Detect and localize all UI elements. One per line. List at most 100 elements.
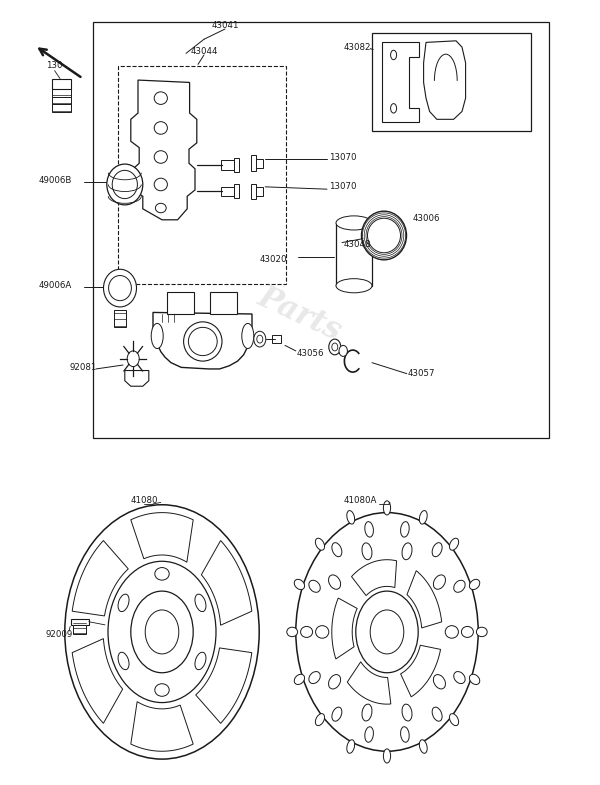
Text: 13070: 13070 bbox=[329, 182, 356, 192]
Text: 49006B: 49006B bbox=[39, 176, 73, 185]
Ellipse shape bbox=[432, 542, 442, 557]
Ellipse shape bbox=[469, 579, 480, 590]
Text: 130: 130 bbox=[46, 60, 63, 70]
Bar bbox=[251, 155, 256, 171]
Ellipse shape bbox=[195, 594, 206, 612]
Ellipse shape bbox=[112, 170, 137, 199]
Ellipse shape bbox=[107, 164, 143, 205]
Ellipse shape bbox=[433, 575, 445, 590]
Polygon shape bbox=[196, 648, 252, 723]
Circle shape bbox=[254, 331, 266, 347]
Polygon shape bbox=[131, 513, 193, 562]
Bar bbox=[234, 184, 239, 198]
Ellipse shape bbox=[294, 579, 305, 590]
Bar bbox=[221, 187, 234, 196]
Ellipse shape bbox=[329, 575, 341, 590]
Bar bbox=[118, 66, 286, 284]
Polygon shape bbox=[401, 645, 440, 697]
Polygon shape bbox=[424, 41, 466, 119]
Ellipse shape bbox=[383, 501, 391, 515]
Polygon shape bbox=[125, 371, 149, 386]
Circle shape bbox=[339, 345, 347, 356]
Circle shape bbox=[257, 335, 263, 343]
Circle shape bbox=[356, 591, 418, 673]
Text: Parts: Parts bbox=[253, 281, 347, 347]
Bar bbox=[71, 619, 89, 625]
Bar bbox=[372, 33, 531, 131]
Circle shape bbox=[145, 610, 179, 654]
Ellipse shape bbox=[433, 674, 445, 689]
Polygon shape bbox=[382, 42, 419, 122]
Ellipse shape bbox=[402, 704, 412, 721]
Circle shape bbox=[108, 561, 216, 703]
Circle shape bbox=[65, 505, 259, 759]
Bar bbox=[52, 104, 71, 112]
Polygon shape bbox=[352, 560, 397, 596]
Ellipse shape bbox=[461, 626, 473, 637]
Text: 13070: 13070 bbox=[329, 152, 356, 162]
Circle shape bbox=[332, 343, 338, 351]
Bar bbox=[221, 160, 234, 170]
Bar bbox=[234, 158, 239, 172]
Bar bbox=[167, 292, 194, 314]
Ellipse shape bbox=[361, 211, 407, 260]
Text: 43020: 43020 bbox=[259, 254, 287, 264]
Ellipse shape bbox=[362, 704, 372, 721]
Bar bbox=[93, 22, 549, 438]
Ellipse shape bbox=[347, 739, 355, 754]
Ellipse shape bbox=[242, 323, 254, 349]
Ellipse shape bbox=[154, 178, 167, 191]
Text: 43082: 43082 bbox=[343, 42, 371, 52]
Text: 41080: 41080 bbox=[130, 495, 158, 505]
Ellipse shape bbox=[336, 279, 372, 293]
Ellipse shape bbox=[391, 104, 397, 113]
Ellipse shape bbox=[454, 580, 465, 593]
Polygon shape bbox=[153, 312, 252, 369]
Ellipse shape bbox=[301, 626, 313, 637]
Ellipse shape bbox=[195, 652, 206, 670]
Ellipse shape bbox=[155, 568, 169, 580]
Ellipse shape bbox=[118, 652, 129, 670]
Text: 92081: 92081 bbox=[69, 363, 97, 372]
Ellipse shape bbox=[118, 594, 129, 612]
Polygon shape bbox=[131, 80, 197, 220]
Ellipse shape bbox=[332, 707, 342, 721]
Bar bbox=[52, 97, 71, 104]
Text: 43048: 43048 bbox=[343, 240, 371, 250]
Polygon shape bbox=[202, 541, 252, 625]
Ellipse shape bbox=[336, 216, 372, 230]
Polygon shape bbox=[332, 598, 357, 659]
Bar bbox=[272, 335, 281, 343]
Polygon shape bbox=[407, 571, 442, 628]
Ellipse shape bbox=[401, 727, 409, 743]
Ellipse shape bbox=[155, 203, 166, 213]
Ellipse shape bbox=[154, 151, 167, 163]
Text: 43041: 43041 bbox=[211, 20, 239, 30]
Ellipse shape bbox=[419, 739, 427, 754]
Text: 43006: 43006 bbox=[412, 214, 440, 223]
Ellipse shape bbox=[309, 580, 320, 593]
Bar bbox=[252, 159, 263, 168]
Circle shape bbox=[131, 591, 193, 673]
Text: 43057: 43057 bbox=[408, 369, 436, 378]
Circle shape bbox=[370, 610, 404, 654]
Bar bbox=[52, 79, 71, 89]
Ellipse shape bbox=[419, 510, 427, 524]
Ellipse shape bbox=[104, 269, 137, 307]
Ellipse shape bbox=[155, 684, 169, 696]
Bar bbox=[252, 187, 263, 196]
Ellipse shape bbox=[109, 276, 131, 301]
Ellipse shape bbox=[316, 714, 325, 725]
Bar bbox=[114, 310, 126, 327]
Text: 43056: 43056 bbox=[297, 349, 325, 358]
Text: 49006A: 49006A bbox=[39, 281, 72, 290]
Bar bbox=[73, 625, 86, 634]
Ellipse shape bbox=[362, 543, 372, 560]
Ellipse shape bbox=[329, 674, 341, 689]
Ellipse shape bbox=[347, 510, 355, 524]
Text: 92009: 92009 bbox=[45, 630, 72, 639]
Ellipse shape bbox=[469, 674, 480, 685]
Ellipse shape bbox=[184, 322, 222, 361]
Ellipse shape bbox=[294, 674, 305, 685]
Bar bbox=[336, 223, 372, 286]
